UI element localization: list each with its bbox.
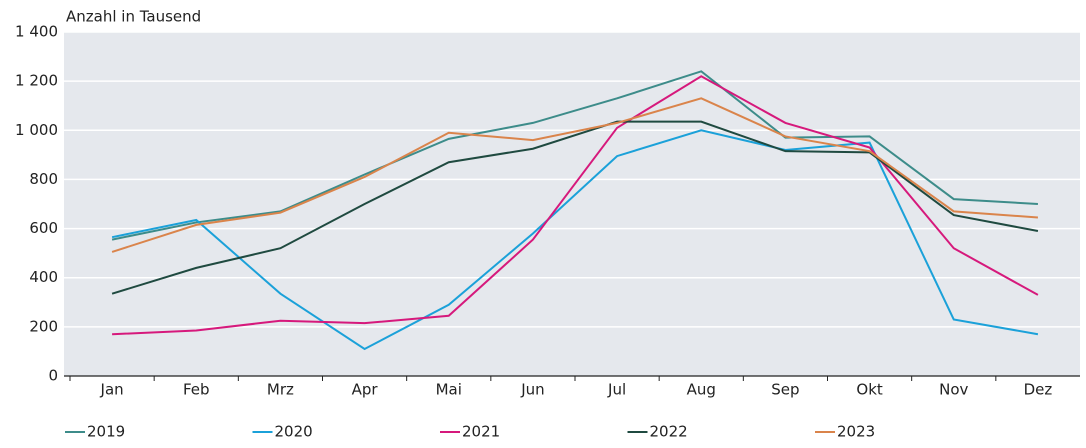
y-tick-label: 0 — [48, 367, 58, 385]
x-tick-label: Okt — [856, 381, 882, 399]
legend-label: 2021 — [462, 423, 500, 441]
y-tick-label: 400 — [29, 268, 58, 286]
legend-label: 2020 — [275, 423, 313, 441]
x-tick-label: Sep — [771, 381, 799, 399]
y-axis-label: Anzahl in Tausend — [66, 8, 201, 26]
y-tick-label: 1 000 — [15, 121, 58, 139]
y-tick-label: 600 — [29, 219, 58, 237]
x-tick-label: Aug — [687, 381, 716, 399]
y-tick-label: 1 200 — [15, 72, 58, 90]
x-tick-label: Jul — [607, 381, 626, 399]
legend-label: 2022 — [650, 423, 688, 441]
y-tick-label: 800 — [29, 170, 58, 188]
x-tick-label: Nov — [939, 381, 968, 399]
x-tick-label: Dez — [1024, 381, 1053, 399]
plot-area — [64, 32, 1080, 376]
x-tick-label: Feb — [183, 381, 210, 399]
y-tick-label: 1 400 — [15, 23, 58, 41]
x-tick-label: Mai — [436, 381, 462, 399]
legend-label: 2023 — [837, 423, 875, 441]
x-tick-label: Apr — [352, 381, 379, 399]
legend-label: 2019 — [87, 423, 125, 441]
series-line — [111, 97, 1038, 253]
series-line — [111, 120, 1039, 295]
x-tick-label: Jun — [520, 381, 544, 399]
series-line — [111, 129, 1039, 351]
x-tick-label: Jan — [100, 381, 124, 399]
x-tick-label: Mrz — [267, 381, 294, 399]
series-line — [112, 75, 1039, 336]
series-line — [111, 70, 1038, 241]
y-tick-label: 200 — [29, 317, 58, 335]
